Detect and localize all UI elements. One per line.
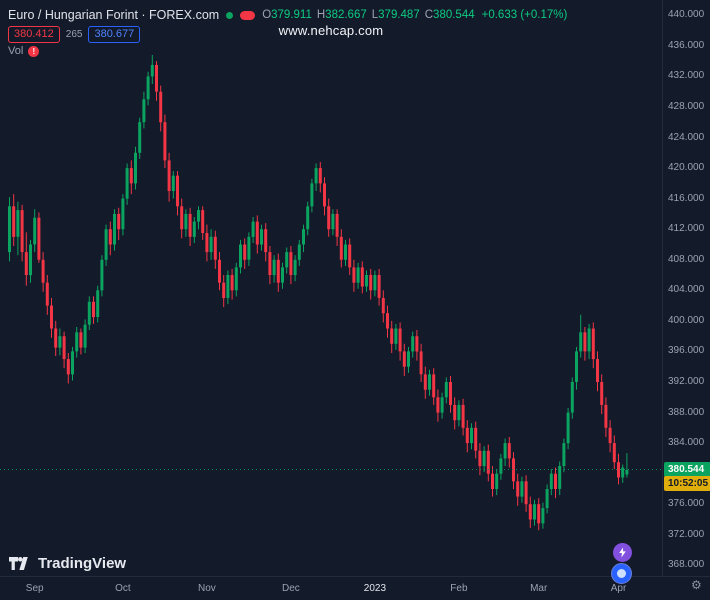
avatar-icon (617, 569, 626, 578)
spread-value: 265 (65, 29, 83, 40)
price-axis-label: 384.000 (668, 437, 705, 449)
price-axis[interactable]: 380.544 10:52:05 440.000 436.000 432.000 42… (662, 0, 710, 576)
lightning-icon (619, 547, 626, 558)
ohlc-values: O379.911 H382.667 L379.487 C380.544 +0.6… (262, 9, 567, 21)
price-axis-label: 436.000 (668, 39, 705, 51)
time-axis-label: Nov (197, 583, 216, 594)
chart-header: Euro / Hungarian Forint · FOREX.com O379… (8, 8, 567, 22)
price-axis-label: 372.000 (668, 528, 705, 540)
time-axis-label: Dec (281, 583, 300, 594)
price-axis-label: 432.000 (668, 70, 705, 82)
price-axis-label: 392.000 (668, 376, 705, 387)
time-axis-label: 2023 (363, 583, 387, 594)
open-label: O (262, 9, 272, 21)
time-axis-label: Mar (530, 583, 548, 594)
low-value: 379.487 (378, 9, 420, 21)
price-axis-label: 388.000 (668, 406, 705, 418)
change-value: +0.633 (+0.17%) (481, 9, 568, 21)
bid-button[interactable]: 380.412 (8, 26, 60, 43)
close-value: 380.544 (433, 9, 475, 21)
time-axis-label: Sep (25, 583, 44, 594)
symbol-title[interactable]: Euro / Hungarian Forint · FOREX.com (8, 8, 220, 22)
market-status-icon (226, 11, 234, 19)
price-axis-label: 408.000 (668, 253, 705, 265)
candlestick-chart[interactable] (0, 0, 662, 576)
tradingview-logo-text: TradingView (38, 555, 127, 572)
price-axis-label: 396.000 (668, 345, 705, 357)
price-axis-label: 424.000 (668, 131, 705, 143)
open-value: 379.911 (271, 9, 312, 21)
time-axis-label: Feb (450, 583, 468, 594)
high-value: 382.667 (325, 9, 367, 21)
high-label: H (316, 9, 326, 21)
last-price-label: 380.544 (664, 461, 710, 477)
price-axis-label: 440.000 (668, 9, 705, 21)
price-axis-label: 420.000 (668, 162, 705, 174)
avatar-button[interactable] (611, 563, 632, 584)
tradingview-logo-icon (9, 557, 28, 570)
price-axis-label: 376.000 (668, 498, 705, 510)
price-axis-label: 368.000 (668, 559, 705, 571)
quote-row: 380.412 265 380.677 (8, 26, 141, 43)
bar-countdown-label: 10:52:05 (664, 475, 710, 491)
tradingview-logo[interactable]: TradingView (9, 555, 126, 572)
gear-icon[interactable]: ⚙ (691, 578, 702, 592)
time-axis-label: Oct (115, 583, 131, 594)
candles-svg[interactable] (0, 0, 662, 576)
time-axis-label: Apr (610, 583, 627, 594)
volume-label: Vol (8, 45, 24, 57)
price-axis-label: 428.000 (668, 100, 705, 112)
ask-button[interactable]: 380.677 (88, 26, 141, 43)
alert-badge-icon (240, 10, 256, 20)
watermark: www.nehcap.com (278, 23, 384, 38)
volume-row: Vol ! (8, 45, 40, 57)
low-label: L (371, 9, 379, 21)
time-axis[interactable]: Sep Oct Nov Dec 2023 Feb Mar Apr (0, 576, 710, 600)
volume-error-icon[interactable]: ! (28, 45, 40, 57)
close-label: C (424, 9, 434, 21)
price-axis-label: 404.000 (668, 284, 705, 296)
price-axis-label: 412.000 (668, 223, 705, 235)
flash-button[interactable] (613, 543, 632, 562)
price-axis-label: 416.000 (668, 192, 705, 204)
price-axis-label: 400.000 (668, 314, 705, 326)
